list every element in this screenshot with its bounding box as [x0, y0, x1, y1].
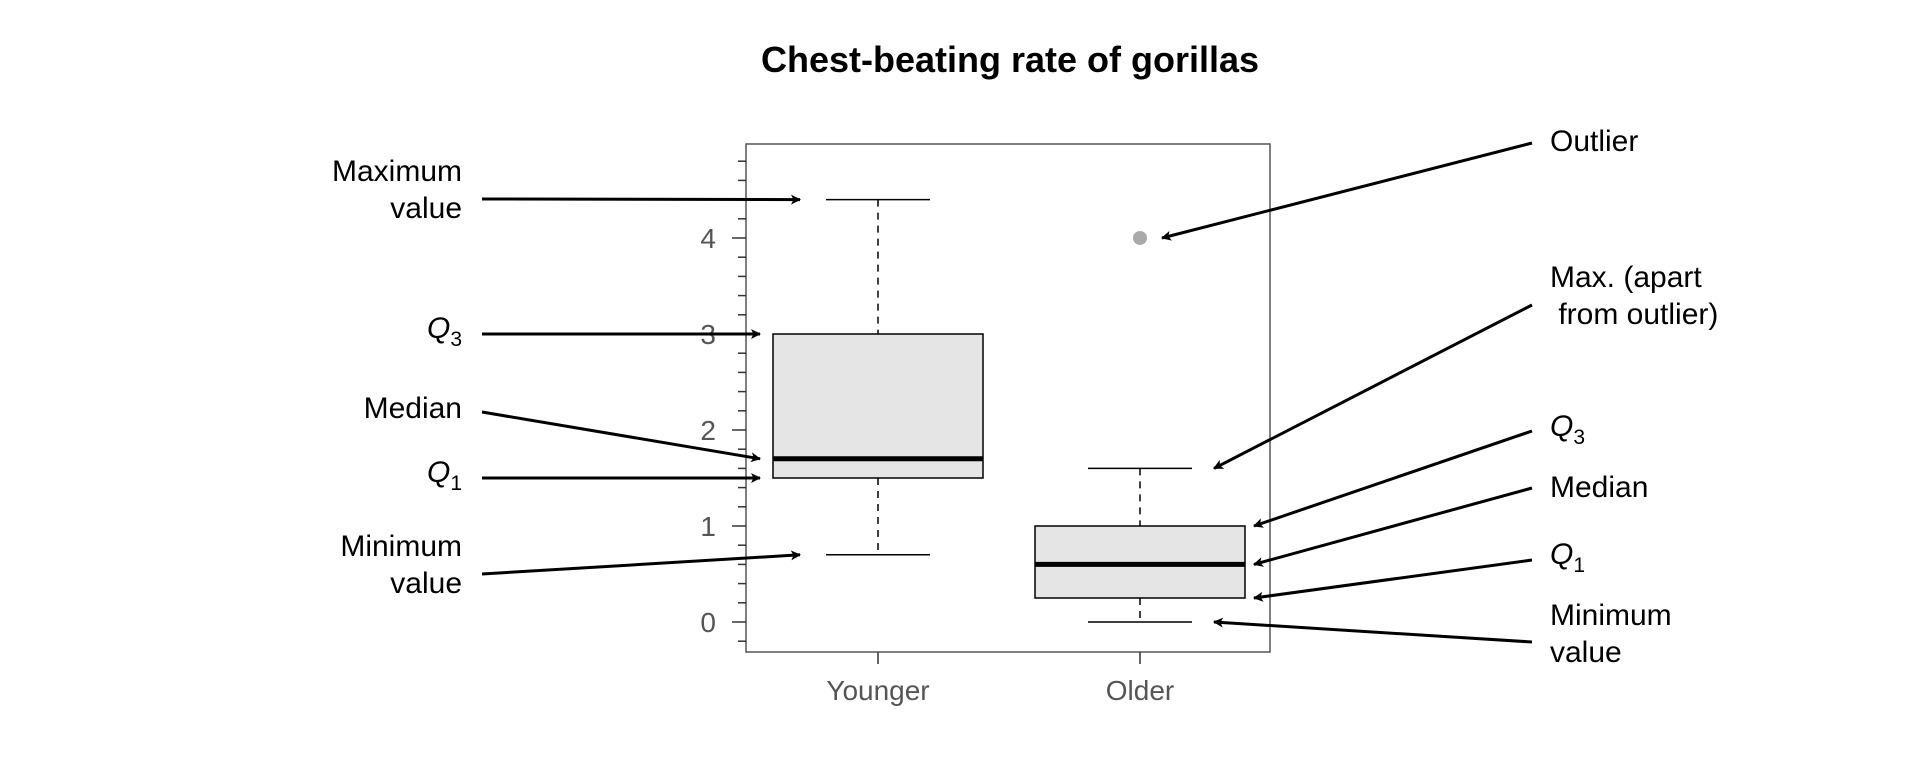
label-left-q1-subscript: 1: [450, 472, 462, 495]
iqr-box: [772, 333, 984, 479]
y-tick-label: 4: [700, 223, 716, 254]
arrow-right-max-apart: [1213, 303, 1533, 470]
label-left-minimum-value-line: value: [390, 567, 462, 600]
label-right-q3-letter: Q: [1550, 410, 1573, 443]
arrow-right-median: [1253, 486, 1533, 567]
outlier-point: [1133, 231, 1147, 245]
label-right-median-line: Median: [1550, 471, 1648, 504]
arrow-left-minimum: [481, 550, 801, 576]
label-left-q3-letter: Q: [427, 312, 450, 345]
arrow-left-median: [481, 410, 761, 463]
label-left-maximum-value: Maximum value: [332, 155, 462, 225]
label-right-q1-subscript: 1: [1573, 554, 1585, 577]
chart-title: Chest-beating rate of gorillas: [761, 39, 1259, 80]
label-right-q3: Q3: [1550, 410, 1585, 449]
box-group-older: [1034, 231, 1246, 623]
label-right-outlier-line: Outlier: [1550, 125, 1638, 158]
y-tick-label: 2: [700, 415, 716, 446]
label-left-maximum-value-line: value: [390, 192, 462, 225]
label-right-max-apart-line: Max. (apart: [1550, 261, 1702, 294]
label-left-q3: Q3: [427, 312, 462, 351]
label-left-q1-letter: Q: [427, 456, 450, 489]
y-tick-label: 1: [700, 511, 716, 542]
label-right-q1: Q1: [1550, 538, 1585, 577]
label-right-median: Median: [1550, 471, 1648, 504]
label-left-q3-subscript: 3: [450, 328, 462, 351]
arrow-right-minimum: [1213, 617, 1533, 644]
label-right-q1-letter: Q: [1550, 538, 1573, 571]
arrow-right-q1: [1253, 558, 1533, 602]
label-right-minimum-value: Minimum value: [1550, 599, 1672, 669]
plot-frame: [745, 143, 1271, 653]
label-right-minimum-value-line: value: [1550, 636, 1622, 669]
y-tick-label: 0: [700, 607, 716, 638]
label-left-minimum-value: Minimum value: [340, 530, 462, 600]
arrow-right-outlier: [1161, 141, 1533, 241]
label-left-median: Median: [364, 392, 462, 425]
label-right-minimum-value-line: Minimum: [1550, 599, 1672, 632]
label-left-median-line: Median: [364, 392, 462, 425]
label-left-maximum-value-line: Maximum: [332, 155, 462, 188]
label-left-q1: Q1: [427, 456, 462, 495]
label-right-q3-subscript: 3: [1573, 426, 1585, 449]
label-right-outlier: Outlier: [1550, 125, 1638, 158]
arrow-left-maximum: [481, 194, 801, 205]
arrow-right-q3: [1253, 429, 1533, 528]
label-right-max-apart: Max. (apart from outlier): [1550, 261, 1718, 331]
plot-area: 01234YoungerOlder: [700, 143, 1271, 706]
label-left-minimum-value-line: Minimum: [340, 530, 462, 563]
box-group-younger: [772, 198, 984, 556]
label-right-max-apart-line: from outlier): [1550, 298, 1718, 331]
x-tick-label: Older: [1106, 675, 1174, 706]
x-tick-label: Younger: [826, 675, 929, 706]
